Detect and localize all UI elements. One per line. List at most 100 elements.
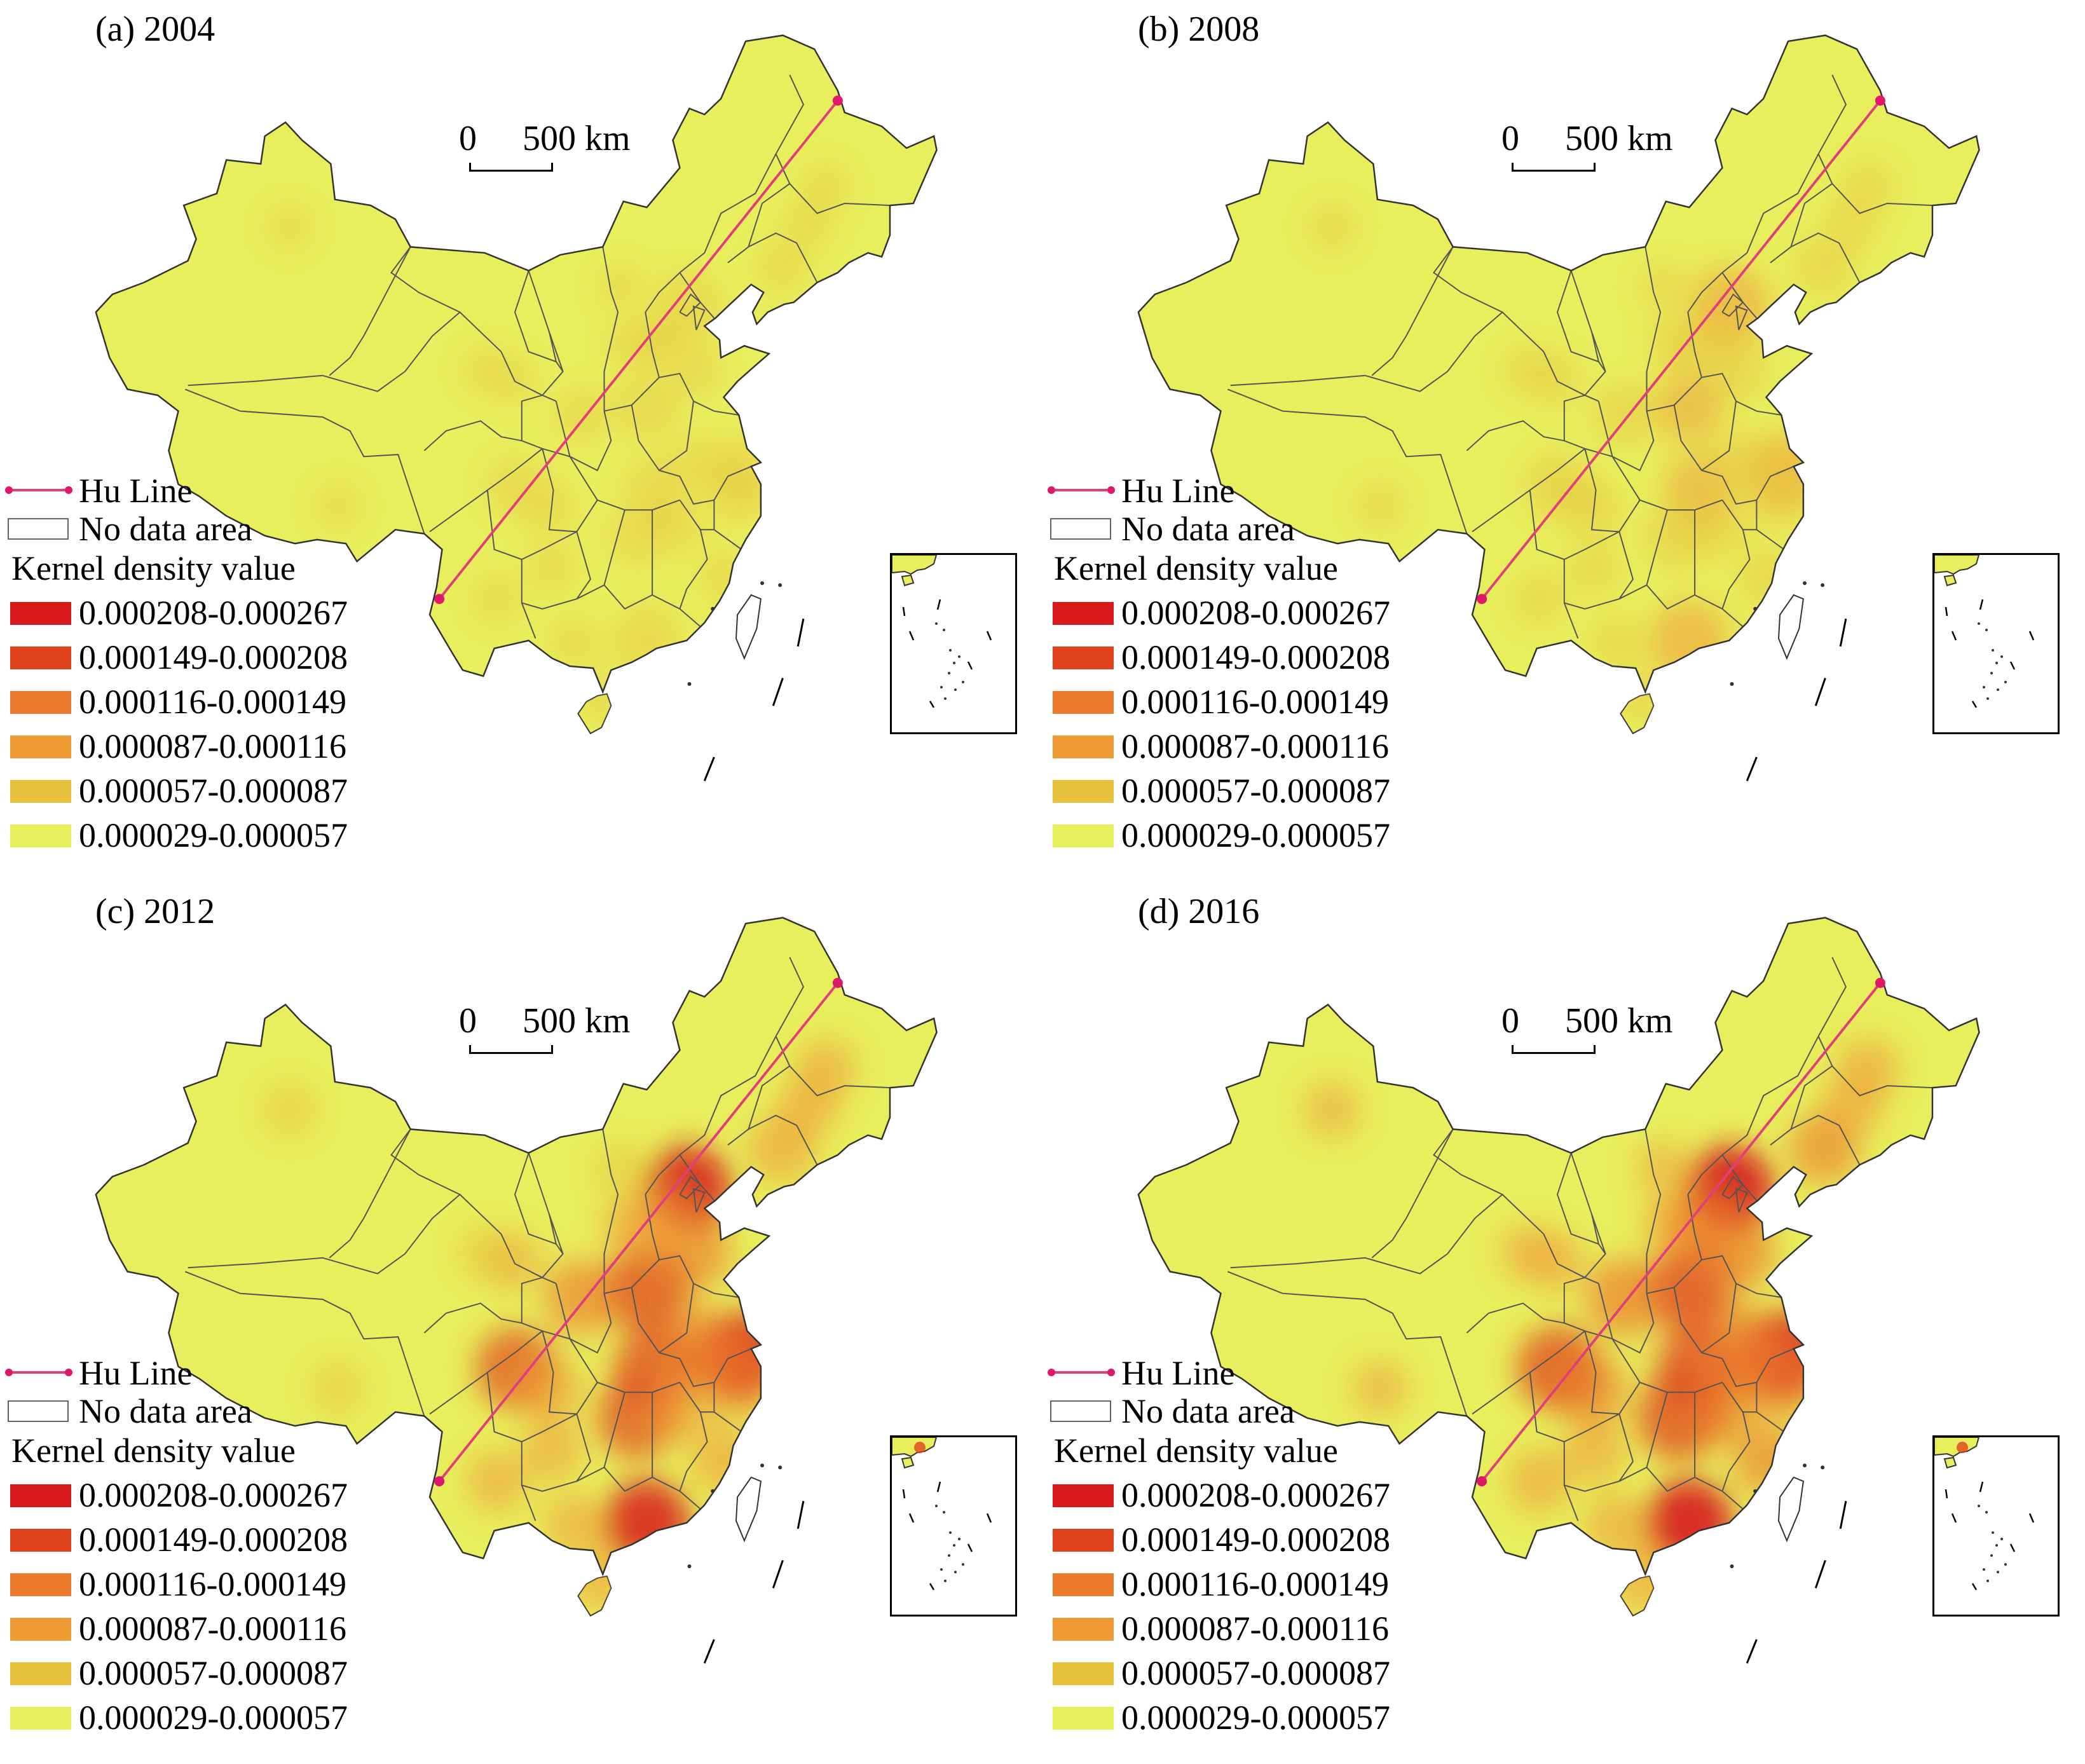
hotspot-pearl-river-delta xyxy=(603,1479,690,1566)
hotspot-pearl-river-delta xyxy=(612,606,681,675)
scale-bar-distance: 500 km xyxy=(1565,1001,1673,1041)
legend-class-label: 0.000116-0.000149 xyxy=(79,1565,346,1603)
taiwan-island xyxy=(1777,1476,1804,1543)
province-boundaries xyxy=(184,74,891,639)
hu-line-marker-heihe xyxy=(1875,95,1885,106)
scale-bar-distance: 500 km xyxy=(523,119,631,158)
scale-bar-distance: 500 km xyxy=(523,1001,631,1041)
legend-class-label: 0.000208-0.000267 xyxy=(79,1476,348,1514)
legend-swatch xyxy=(10,691,71,714)
legend-class-label: 0.000029-0.000057 xyxy=(1121,1699,1390,1737)
hotspot-shijiazhuang xyxy=(1672,313,1730,371)
legend-class-label: 0.000116-0.000149 xyxy=(1121,683,1389,721)
hotspot-shijiazhuang xyxy=(1665,1188,1737,1260)
china-map-d xyxy=(1137,917,1980,1664)
hotspot-hangzhou xyxy=(1749,463,1811,525)
hotspot-nanchang xyxy=(644,1374,713,1443)
hu-line-symbol xyxy=(5,486,72,494)
hotspot-lhasa xyxy=(1356,481,1405,531)
taiwan-island xyxy=(735,594,762,660)
hu-line-symbol xyxy=(1048,486,1115,494)
hotspot-kunming xyxy=(466,1450,528,1512)
hotspot-chongqing xyxy=(523,482,575,535)
hotspot-lhasa xyxy=(315,483,360,529)
legend-class-label: 0.000057-0.000087 xyxy=(1121,772,1390,810)
legend-swatch xyxy=(1053,1618,1114,1641)
legend-class-label: 0.000149-0.000208 xyxy=(79,638,348,676)
scale-bar-zero: 0 xyxy=(1501,1001,1519,1041)
legend-class-label: 0.000087-0.000116 xyxy=(79,727,346,765)
hotspot-urumqi xyxy=(1303,1081,1361,1138)
legend-class-label: 0.000208-0.000267 xyxy=(1121,594,1390,632)
legend-swatch xyxy=(1053,1707,1114,1730)
hotspot-harbin xyxy=(801,163,850,212)
hotspot-nanning xyxy=(1590,616,1643,669)
legend-title: Kernel density value xyxy=(1054,549,1338,587)
legend-class-label: 0.000029-0.000057 xyxy=(79,816,348,854)
hotspot-kunming xyxy=(1513,572,1566,626)
hotspot-guiyang xyxy=(1562,1418,1627,1482)
hotspot-chongqing xyxy=(1563,479,1620,537)
hotspot-guiyang xyxy=(521,1418,584,1481)
legend-swatch xyxy=(10,1662,71,1685)
hotspot-nanchang xyxy=(1692,497,1750,555)
hotspot-shenyang xyxy=(755,240,808,293)
hotspot-guiyang xyxy=(528,543,577,592)
legend-title: Kernel density value xyxy=(11,1432,296,1470)
legend-title: Kernel density value xyxy=(1054,1432,1338,1470)
hotspot-hohhot xyxy=(592,1141,649,1197)
hotspot-shijiazhuang xyxy=(632,315,685,368)
taiwan-island xyxy=(1777,594,1804,660)
panel-title: (b) 2008 xyxy=(1138,10,1260,49)
legend-class-label: 0.000057-0.000087 xyxy=(79,1654,348,1692)
legend-no-data-label: No data area xyxy=(79,510,252,548)
map-panel-d: (d) 2016 0 500 km Hu Line No data area Kernel… xyxy=(1042,882,2085,1764)
national-boundary xyxy=(95,917,938,1576)
legend-swatch xyxy=(1053,602,1114,625)
china-map-a xyxy=(95,34,938,782)
legend-hu-line-label: Hu Line xyxy=(79,472,193,510)
no-data-swatch xyxy=(1050,518,1111,540)
no-data-swatch xyxy=(1050,1400,1111,1422)
scale-bar-zero: 0 xyxy=(459,1001,477,1041)
legend-class-label: 0.000087-0.000116 xyxy=(1121,1610,1389,1648)
hotspot-shenyang xyxy=(1795,238,1853,296)
map-panel-c: (c) 2012 0 500 km Hu Line No data area Kernel… xyxy=(0,882,1042,1764)
hotspot-nanchang xyxy=(1685,1372,1757,1444)
legend-class-label: 0.000087-0.000116 xyxy=(1121,727,1389,765)
map-panel-b: (b) 2008 0 500 km Hu Line No data area Kernel… xyxy=(1042,0,2085,882)
hotspot-xining xyxy=(1503,345,1552,394)
hu-line-marker-heihe xyxy=(1875,978,1885,988)
legend-swatch xyxy=(1053,780,1114,803)
legend-no-data-label: No data area xyxy=(1121,1392,1295,1430)
national-boundary xyxy=(1137,917,1980,1576)
legend-class-label: 0.000087-0.000116 xyxy=(79,1610,346,1648)
hotspot-xining xyxy=(456,1224,513,1280)
hotspot-nanning xyxy=(549,618,599,667)
china-map-b xyxy=(1137,34,1980,782)
legend-swatch xyxy=(10,780,71,803)
hotspot-changchun xyxy=(1823,198,1876,252)
legend-swatch xyxy=(1053,1484,1114,1507)
hotspot-haikou xyxy=(1617,671,1671,725)
hotspot-guiyang xyxy=(1568,540,1621,594)
inset-map xyxy=(891,554,992,708)
scale-bar-line xyxy=(469,163,553,172)
hotspot-haikou xyxy=(570,1549,632,1611)
taiwan-island xyxy=(735,1476,762,1543)
legend-class-label: 0.000116-0.000149 xyxy=(79,683,346,721)
hu-line-symbol xyxy=(5,1369,72,1376)
legend-hu-line-label: Hu Line xyxy=(1121,1354,1235,1392)
hotspot-haikou xyxy=(577,673,626,723)
province-boundaries xyxy=(1227,957,1933,1521)
hotspot-nanning xyxy=(543,1493,605,1556)
legend-swatch xyxy=(1053,824,1114,847)
hotspot-urumqi xyxy=(261,1081,318,1137)
legend-hu-line-label: Hu Line xyxy=(1121,472,1235,510)
legend-class-label: 0.000149-0.000208 xyxy=(79,1521,348,1559)
legend-no-data-label: No data area xyxy=(79,1392,252,1430)
no-data-swatch xyxy=(8,1400,69,1422)
south-china-sea-inset xyxy=(1932,553,2060,734)
hotspot-pearl-river-delta xyxy=(1650,601,1729,680)
density-hotspots xyxy=(1303,1037,1900,1613)
